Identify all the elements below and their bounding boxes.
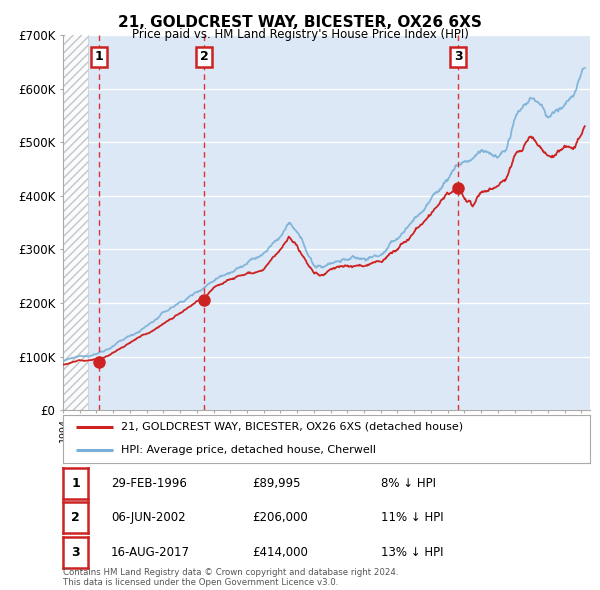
Text: 11% ↓ HPI: 11% ↓ HPI <box>381 511 443 524</box>
Text: 8% ↓ HPI: 8% ↓ HPI <box>381 477 436 490</box>
Text: HPI: Average price, detached house, Cherwell: HPI: Average price, detached house, Cher… <box>121 445 376 455</box>
Text: 06-JUN-2002: 06-JUN-2002 <box>111 511 185 524</box>
Text: Contains HM Land Registry data © Crown copyright and database right 2024.
This d: Contains HM Land Registry data © Crown c… <box>63 568 398 587</box>
Text: 3: 3 <box>71 546 80 559</box>
Text: 2: 2 <box>200 50 209 63</box>
Text: 16-AUG-2017: 16-AUG-2017 <box>111 546 190 559</box>
Text: 3: 3 <box>454 50 463 63</box>
Text: 13% ↓ HPI: 13% ↓ HPI <box>381 546 443 559</box>
Text: £414,000: £414,000 <box>252 546 308 559</box>
Text: 1: 1 <box>95 50 103 63</box>
Text: 1: 1 <box>71 477 80 490</box>
Text: 21, GOLDCREST WAY, BICESTER, OX26 6XS: 21, GOLDCREST WAY, BICESTER, OX26 6XS <box>118 15 482 30</box>
Text: Price paid vs. HM Land Registry's House Price Index (HPI): Price paid vs. HM Land Registry's House … <box>131 28 469 41</box>
Text: 29-FEB-1996: 29-FEB-1996 <box>111 477 187 490</box>
Text: £206,000: £206,000 <box>252 511 308 524</box>
Text: £89,995: £89,995 <box>252 477 301 490</box>
Text: 2: 2 <box>71 511 80 524</box>
Text: 21, GOLDCREST WAY, BICESTER, OX26 6XS (detached house): 21, GOLDCREST WAY, BICESTER, OX26 6XS (d… <box>121 422 463 432</box>
